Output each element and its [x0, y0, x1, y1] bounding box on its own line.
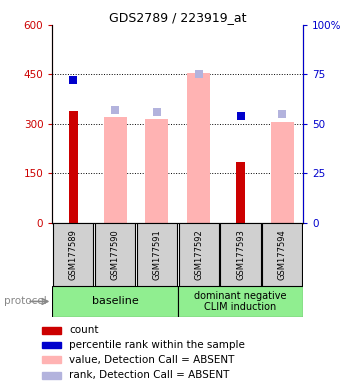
Text: GSM177593: GSM177593	[236, 229, 245, 280]
FancyBboxPatch shape	[221, 223, 261, 286]
Text: rank, Detection Call = ABSENT: rank, Detection Call = ABSENT	[69, 370, 229, 380]
Bar	[42, 356, 61, 363]
Text: GSM177591: GSM177591	[152, 229, 161, 280]
FancyBboxPatch shape	[95, 223, 135, 286]
FancyBboxPatch shape	[53, 223, 93, 286]
Text: percentile rank within the sample: percentile rank within the sample	[69, 340, 245, 350]
Title: GDS2789 / 223919_at: GDS2789 / 223919_at	[109, 11, 247, 24]
Bar	[145, 119, 168, 223]
FancyBboxPatch shape	[137, 223, 177, 286]
FancyBboxPatch shape	[178, 286, 303, 317]
FancyBboxPatch shape	[262, 223, 303, 286]
Text: count: count	[69, 325, 99, 335]
FancyBboxPatch shape	[179, 223, 219, 286]
Text: baseline: baseline	[92, 296, 139, 306]
Bar	[69, 111, 78, 223]
Bar	[42, 327, 61, 334]
Text: GSM177592: GSM177592	[194, 229, 203, 280]
Bar	[271, 122, 294, 223]
Bar	[187, 73, 210, 223]
Bar	[236, 162, 245, 223]
Bar	[104, 117, 127, 223]
Bar	[42, 342, 61, 348]
Text: protocol: protocol	[4, 296, 46, 306]
Text: dominant negative
CLIM induction: dominant negative CLIM induction	[194, 291, 287, 312]
Text: value, Detection Call = ABSENT: value, Detection Call = ABSENT	[69, 355, 234, 365]
Bar	[42, 372, 61, 379]
Text: GSM177590: GSM177590	[110, 229, 119, 280]
FancyBboxPatch shape	[52, 286, 178, 317]
Text: GSM177594: GSM177594	[278, 229, 287, 280]
Text: GSM177589: GSM177589	[69, 229, 78, 280]
